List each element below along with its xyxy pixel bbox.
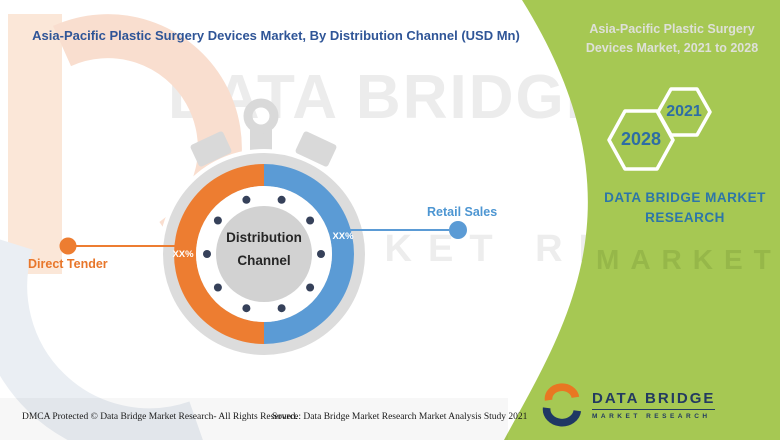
source-note: Source: Data Bridge Market Research Mark… <box>272 412 528 422</box>
legend-label-direct-tender: Direct Tender <box>28 257 108 271</box>
stopwatch-chart <box>159 98 369 359</box>
logo-subtitle: MARKET RESEARCH <box>592 413 711 420</box>
donut-segment-retail-sales <box>264 164 354 344</box>
value-label-direct-tender: XX% <box>172 249 194 260</box>
green-panel-watermark: MARKET RESEARCH <box>596 244 780 275</box>
stopwatch-left-button <box>190 131 232 167</box>
side-panel-heading: Asia-Pacific Plastic Surgery Devices Mar… <box>585 22 759 55</box>
callout-retail-sales <box>350 221 467 239</box>
data-bridge-logo: DATA BRIDGE MARKET RESEARCH <box>540 383 716 427</box>
logo-title: DATA BRIDGE <box>592 390 716 410</box>
stopwatch-crown-ring <box>243 98 279 134</box>
hexagon-2028 <box>607 109 675 171</box>
donut-segment-direct-tender <box>174 164 264 344</box>
background-watermark-line1: DATA BRIDGE <box>168 63 610 132</box>
data-bridge-logo-icon <box>542 383 582 427</box>
retail-sales-dot <box>449 221 467 239</box>
value-label-retail-sales: XX% <box>332 231 354 242</box>
direct-tender-dot <box>59 237 77 255</box>
donut-center-label: Distribution Channel <box>226 230 302 268</box>
dmca-notice: DMCA Protected © Data Bridge Market Rese… <box>22 412 298 422</box>
hex-year-2021: 2021 <box>666 103 702 120</box>
dial-center-disc <box>216 206 312 302</box>
stopwatch-right-button <box>295 131 337 167</box>
legend-label-retail-sales: Retail Sales <box>427 205 498 219</box>
page-title: Asia-Pacific Plastic Surgery Devices Mar… <box>32 28 520 43</box>
hex-year-2028: 2028 <box>620 129 662 149</box>
callout-direct-tender <box>59 237 178 255</box>
green-side-panel <box>504 0 780 440</box>
brand-name: DATA BRIDGE MARKET RESEARCH <box>604 190 766 226</box>
dial-tick-dots <box>203 195 325 313</box>
